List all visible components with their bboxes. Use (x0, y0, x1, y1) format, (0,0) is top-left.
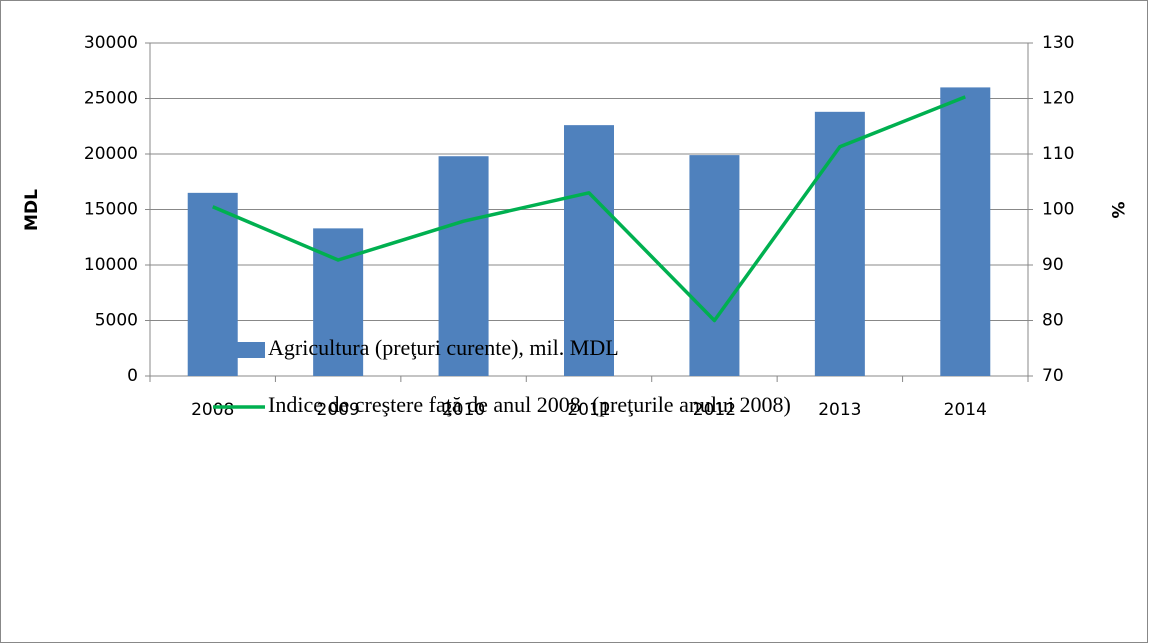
bar (564, 125, 614, 376)
legend-swatch (213, 342, 265, 358)
y2-tick-label: 110 (1042, 144, 1074, 164)
x-tick-label: 2011 (567, 400, 610, 420)
x-tick-label: 2008 (191, 400, 234, 420)
y-axis-title: MDL (22, 189, 42, 231)
bar (940, 87, 991, 377)
line (212, 95, 966, 323)
y2-axis-title: % (1107, 201, 1127, 218)
y2-tick-label: 130 (1042, 33, 1074, 53)
bar (814, 111, 865, 376)
y2-tick-label: 120 (1042, 89, 1074, 109)
y2-tick-label: 80 (1042, 311, 1064, 331)
x-tick-label: 2013 (818, 400, 861, 420)
y2-tick-label: 100 (1042, 200, 1074, 220)
y2-tick-label: 70 (1042, 366, 1064, 386)
bar (438, 156, 489, 376)
x-tick-label: 2009 (317, 400, 360, 420)
bar (689, 155, 740, 376)
y-tick-label: 10000 (84, 255, 138, 275)
y-tick-label: 15000 (84, 200, 138, 220)
y-tick-label: 25000 (84, 89, 138, 109)
legend-label: Agricultura (preţuri curente), mil. MDL (268, 335, 619, 360)
x-tick-label: 2012 (693, 400, 736, 420)
y-tick-label: 5000 (95, 311, 138, 331)
x-tick-label: 2010 (442, 400, 485, 420)
y-tick-label: 0 (127, 366, 138, 386)
y2-tick-label: 90 (1042, 255, 1064, 275)
y-tick-label: 20000 (84, 144, 138, 164)
x-tick-label: 2014 (944, 400, 987, 420)
legend-label: Indice de creştere faţă de anul 2008 (pr… (268, 392, 791, 417)
y-tick-label: 30000 (84, 33, 138, 53)
